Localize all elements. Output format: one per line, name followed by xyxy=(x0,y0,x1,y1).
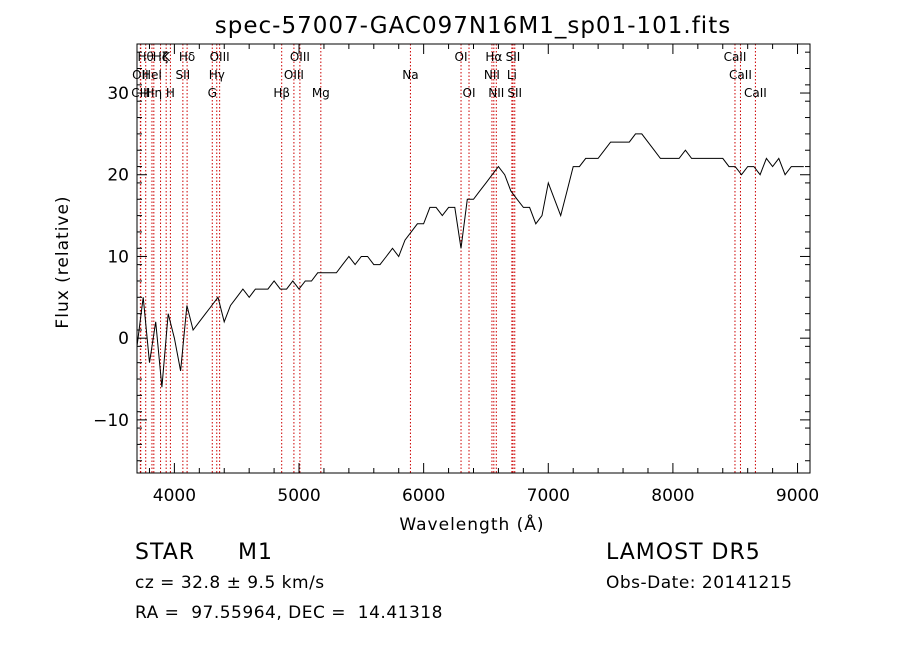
line-marker-label: NII xyxy=(484,68,500,82)
spectrum-line xyxy=(136,133,804,388)
line-marker-label: H xyxy=(166,86,175,100)
x-tick-label: 8000 xyxy=(651,486,694,506)
line-marker-label: Hδ xyxy=(179,50,195,64)
line-marker-label: Hβ xyxy=(273,86,290,100)
line-marker-label: HeI xyxy=(142,68,162,82)
line-marker-label: Hη xyxy=(146,86,163,100)
x-axis: 4000 5000 6000 7000 8000 9000 xyxy=(148,44,819,506)
survey-name: LAMOST DR5 xyxy=(606,540,761,565)
line-marker-label: Hζ xyxy=(153,50,169,64)
line-marker-label: OI xyxy=(463,86,476,100)
line-marker-label: Li xyxy=(507,68,517,82)
line-marker-label: Mg xyxy=(312,86,330,100)
y-tick-label: 20 xyxy=(107,166,129,186)
line-marker-label: OIII xyxy=(290,50,310,64)
object-class: STAR xyxy=(135,540,196,565)
coordinates: RA = 97.55964, DEC = 14.41318 xyxy=(135,603,443,623)
chart-title: spec-57007-GAC097N16M1_sp01-101.fits xyxy=(215,13,731,39)
line-marker-label: CaII xyxy=(729,68,752,82)
obs-date: Obs-Date: 20141215 xyxy=(606,573,793,593)
line-marker-label: SII xyxy=(507,86,522,100)
x-tick-label: 5000 xyxy=(277,486,320,506)
y-axis: −10 0 10 20 30 xyxy=(93,51,810,462)
line-marker-label: SII xyxy=(176,68,191,82)
line-marker-label: Hθ xyxy=(138,50,154,64)
line-marker-label: CaII xyxy=(724,50,747,64)
line-marker-label: K xyxy=(162,50,171,64)
x-tick-label: 6000 xyxy=(402,486,445,506)
line-marker-label: SII xyxy=(506,50,521,64)
line-marker-label: OIII xyxy=(284,68,304,82)
redshift-text: cz = 32.8 ± 9.5 km/s xyxy=(135,573,325,593)
line-marker-label: OI xyxy=(455,50,468,64)
line-marker-label: OII xyxy=(132,68,149,82)
line-marker-label: G xyxy=(208,86,217,100)
x-tick-label: 7000 xyxy=(527,486,570,506)
object-subclass: M1 xyxy=(238,540,273,565)
line-markers xyxy=(139,44,756,473)
x-axis-label: Wavelength (Å) xyxy=(399,513,544,535)
y-tick-label: 0 xyxy=(118,329,129,349)
y-axis-label: Flux (relative) xyxy=(53,195,73,328)
line-marker-label: OIII xyxy=(210,50,230,64)
line-marker-label: CaII xyxy=(744,86,767,100)
x-tick-label: 9000 xyxy=(776,486,819,506)
x-tick-label: 4000 xyxy=(153,486,196,506)
line-marker-label: Hγ xyxy=(209,68,225,82)
line-marker-label: Hα xyxy=(485,50,502,64)
line-marker-label: Na xyxy=(402,68,418,82)
line-marker-labels: OIICIIIHθHeIHηHζKHSIIHδGHγOIIIHβOIIIOIII… xyxy=(131,50,767,100)
plot-frame xyxy=(136,43,811,474)
y-tick-label: −10 xyxy=(93,411,129,431)
y-tick-label: 10 xyxy=(107,247,129,267)
line-marker-label: NII xyxy=(488,86,504,100)
y-tick-label: 30 xyxy=(107,84,129,104)
